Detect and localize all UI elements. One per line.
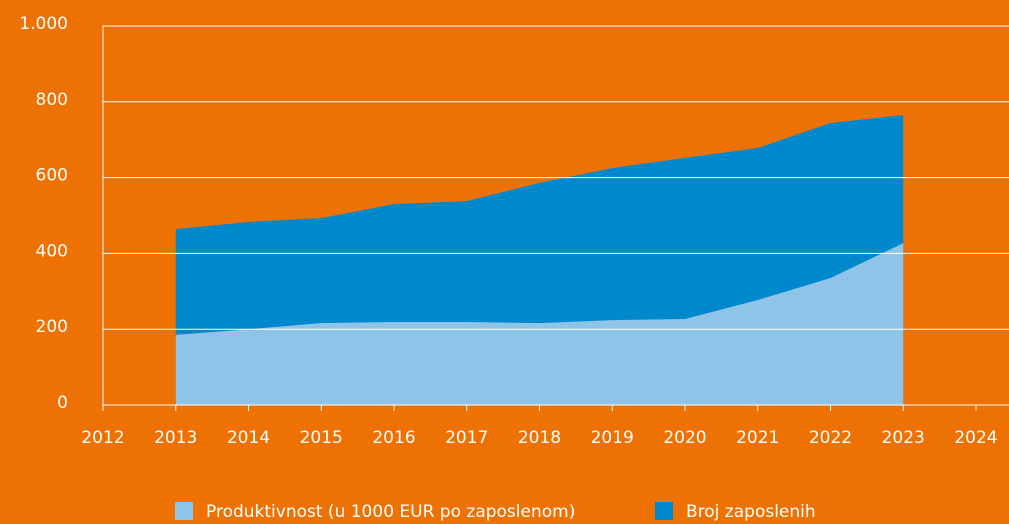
x-tick-label: 2019 [591, 428, 634, 448]
legend-label: Broj zaposlenih [686, 502, 816, 522]
legend-swatch [175, 502, 193, 520]
x-tick-label: 2015 [300, 428, 343, 448]
y-tick-label: 400 [36, 241, 68, 261]
x-tick-label: 2024 [954, 428, 997, 448]
x-tick-label: 2018 [518, 428, 561, 448]
y-tick-label: 0 [57, 393, 68, 413]
y-tick-label: 800 [36, 90, 68, 110]
y-tick-label: 1.000 [19, 14, 68, 34]
x-tick-label: 2020 [663, 428, 706, 448]
x-tick-label: 2021 [736, 428, 779, 448]
area [175, 243, 904, 405]
y-tick-label: 200 [36, 317, 68, 337]
legend-label: Produktivnost (u 1000 EUR po zaposlenom) [206, 502, 575, 522]
x-tick-label: 2016 [372, 428, 415, 448]
x-tick-label: 2017 [445, 428, 488, 448]
x-tick-label: 2022 [809, 428, 852, 448]
x-tick-label: 2013 [154, 428, 197, 448]
x-tick-label: 2023 [882, 428, 925, 448]
x-tick-label: 2014 [227, 428, 270, 448]
legend-swatch [655, 502, 673, 520]
y-tick-label: 600 [36, 166, 68, 186]
x-tick-label: 2012 [81, 428, 124, 448]
